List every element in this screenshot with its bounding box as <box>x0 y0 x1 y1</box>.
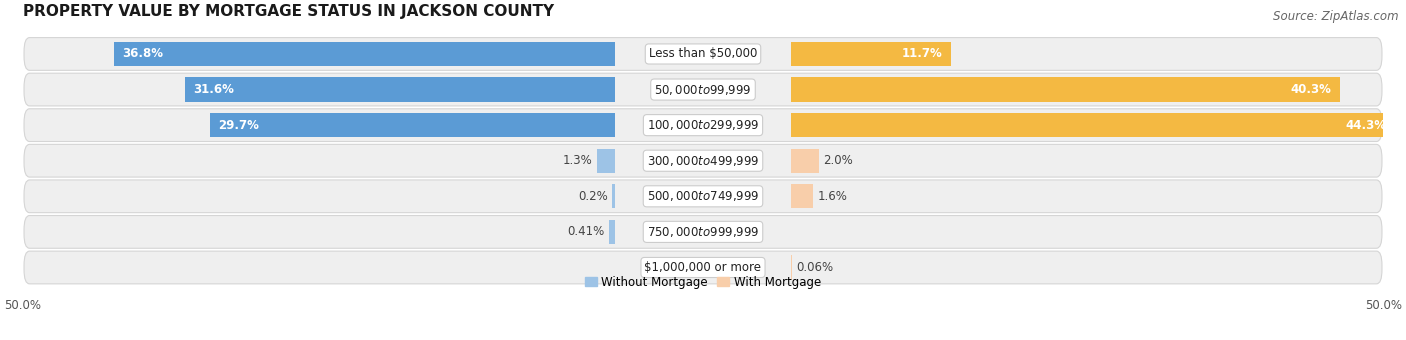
Text: PROPERTY VALUE BY MORTGAGE STATUS IN JACKSON COUNTY: PROPERTY VALUE BY MORTGAGE STATUS IN JAC… <box>22 4 554 19</box>
Bar <box>598 149 614 173</box>
Bar <box>792 149 818 173</box>
Text: 40.3%: 40.3% <box>1291 83 1331 96</box>
Text: $500,000 to $749,999: $500,000 to $749,999 <box>647 189 759 203</box>
Bar <box>792 42 950 66</box>
Text: 2.0%: 2.0% <box>823 154 852 167</box>
Bar <box>792 184 813 208</box>
Text: 0.2%: 0.2% <box>578 190 607 203</box>
Text: $750,000 to $999,999: $750,000 to $999,999 <box>647 225 759 239</box>
Text: $1,000,000 or more: $1,000,000 or more <box>644 261 762 274</box>
FancyBboxPatch shape <box>24 38 1382 70</box>
FancyBboxPatch shape <box>24 251 1382 284</box>
FancyBboxPatch shape <box>24 109 1382 141</box>
Text: $300,000 to $499,999: $300,000 to $499,999 <box>647 154 759 168</box>
Bar <box>792 78 1340 102</box>
FancyBboxPatch shape <box>24 216 1382 248</box>
Text: 0.41%: 0.41% <box>568 225 605 238</box>
Text: Less than $50,000: Less than $50,000 <box>648 48 758 61</box>
Text: 44.3%: 44.3% <box>1346 119 1386 132</box>
Text: 1.3%: 1.3% <box>562 154 593 167</box>
Text: $100,000 to $299,999: $100,000 to $299,999 <box>647 118 759 132</box>
Text: 31.6%: 31.6% <box>193 83 233 96</box>
FancyBboxPatch shape <box>24 180 1382 213</box>
Text: 36.8%: 36.8% <box>122 48 163 61</box>
Bar <box>211 113 614 137</box>
Bar <box>792 113 1395 137</box>
Bar <box>114 42 614 66</box>
Text: Source: ZipAtlas.com: Source: ZipAtlas.com <box>1274 10 1399 23</box>
FancyBboxPatch shape <box>24 144 1382 177</box>
Legend: Without Mortgage, With Mortgage: Without Mortgage, With Mortgage <box>581 271 825 294</box>
Bar <box>184 78 614 102</box>
FancyBboxPatch shape <box>24 73 1382 106</box>
Text: 29.7%: 29.7% <box>218 119 260 132</box>
Bar <box>612 184 614 208</box>
Text: 11.7%: 11.7% <box>901 48 942 61</box>
Text: 1.6%: 1.6% <box>817 190 848 203</box>
Text: $50,000 to $99,999: $50,000 to $99,999 <box>654 83 752 97</box>
Bar <box>609 220 614 244</box>
Text: 0.06%: 0.06% <box>796 261 834 274</box>
